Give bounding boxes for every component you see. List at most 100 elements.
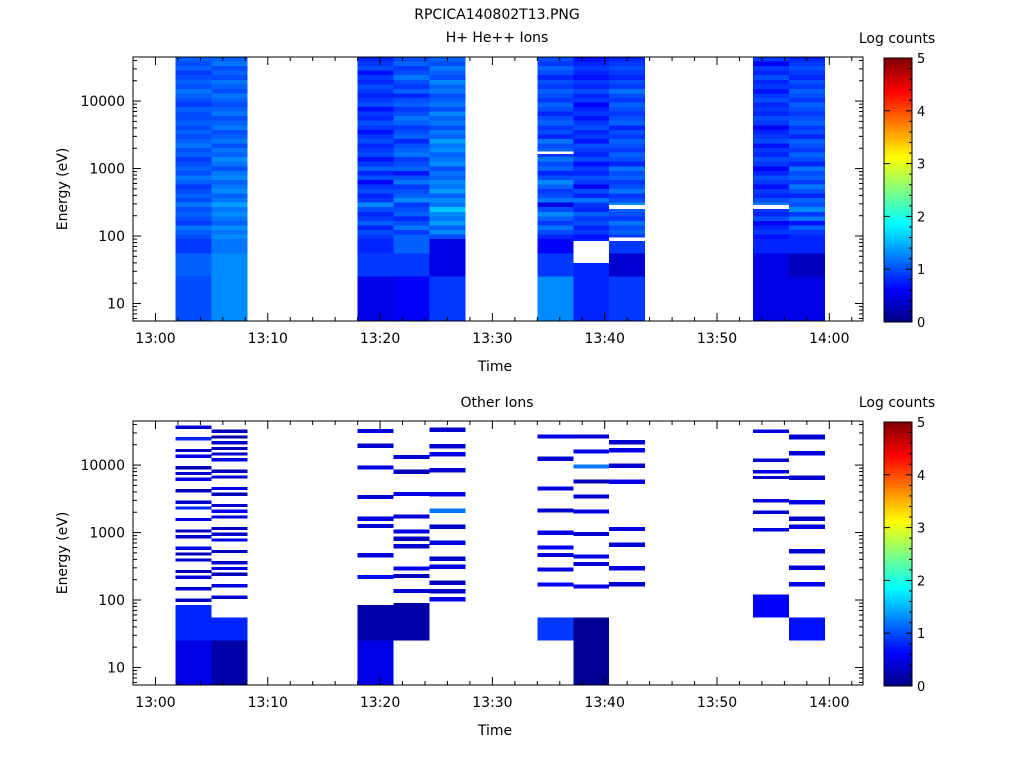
colorbar-segment bbox=[884, 300, 912, 305]
heatmap-cell bbox=[175, 84, 212, 89]
heatmap-cell bbox=[211, 189, 248, 194]
heatmap-cell bbox=[573, 189, 610, 194]
heatmap-cell bbox=[393, 225, 430, 230]
heatmap-cell bbox=[175, 107, 212, 112]
heatmap-cell bbox=[357, 175, 394, 180]
heatmap-line bbox=[211, 509, 248, 513]
heatmap-cell bbox=[211, 129, 248, 135]
colorbar-segment bbox=[884, 234, 912, 239]
heatmap-line bbox=[211, 429, 248, 433]
colorbar-segment bbox=[884, 622, 912, 626]
colorbar-segment bbox=[884, 58, 912, 62]
heatmap-cell bbox=[752, 88, 789, 94]
heatmap-line bbox=[573, 561, 610, 567]
colorbar-segment bbox=[884, 670, 912, 674]
heatmap-cell bbox=[752, 216, 789, 221]
heatmap-cell bbox=[609, 70, 646, 76]
heatmap-cell bbox=[393, 166, 430, 171]
heatmap-line bbox=[429, 451, 466, 457]
heatmap-cell bbox=[609, 138, 646, 144]
colorbar-segment bbox=[884, 240, 912, 244]
heatmap-cell bbox=[429, 166, 466, 171]
heatmap-block bbox=[393, 276, 430, 321]
heatmap-cell bbox=[393, 70, 430, 76]
colorbar-segment bbox=[884, 654, 912, 658]
heatmap-cell bbox=[357, 88, 394, 94]
heatmap-cell bbox=[537, 161, 574, 167]
colorbar-segment bbox=[884, 229, 912, 233]
heatmap-block bbox=[211, 239, 248, 254]
heatmap-cell bbox=[357, 120, 394, 126]
heatmap-cell bbox=[357, 157, 394, 162]
heatmap-block bbox=[357, 239, 394, 254]
heatmap-line bbox=[752, 510, 789, 514]
heatmap-cell bbox=[537, 193, 574, 199]
heatmap-cell bbox=[393, 207, 430, 212]
colorbar-segment bbox=[884, 116, 912, 120]
x-tick-label: 13:30 bbox=[472, 331, 512, 347]
heatmap-cell bbox=[788, 220, 825, 226]
colorbar-segment bbox=[884, 569, 912, 574]
colorbar-segment bbox=[884, 466, 912, 471]
heatmap-line bbox=[211, 469, 248, 473]
heatmap-cell bbox=[788, 75, 825, 80]
colorbar-segment bbox=[884, 87, 912, 91]
heatmap-cell bbox=[211, 66, 248, 71]
heatmap-cell bbox=[175, 148, 212, 153]
heatmap-cell bbox=[573, 134, 610, 139]
heatmap-gap bbox=[573, 240, 610, 263]
heatmap-line bbox=[788, 524, 825, 530]
heatmap-cell bbox=[609, 166, 646, 171]
heatmap-line bbox=[429, 588, 466, 594]
heatmap-cell bbox=[175, 216, 212, 221]
heatmap-cell bbox=[211, 107, 248, 112]
heatmap-line bbox=[175, 529, 212, 533]
heatmap-cell bbox=[429, 97, 466, 103]
heatmap-cell bbox=[393, 61, 430, 67]
heatmap-block bbox=[357, 276, 394, 321]
heatmap-cell bbox=[537, 234, 574, 240]
colorbar-segment bbox=[884, 538, 912, 542]
heatmap-cell bbox=[609, 175, 646, 180]
heatmap-block bbox=[175, 253, 212, 277]
heatmap-block bbox=[175, 276, 212, 321]
colorbar-frame bbox=[883, 57, 913, 323]
heatmap-cell bbox=[752, 229, 789, 235]
heatmap-cell bbox=[357, 107, 394, 112]
heatmap-line bbox=[573, 464, 610, 469]
heatmap-cell bbox=[573, 152, 610, 158]
heatmap-cell bbox=[429, 66, 466, 71]
heatmap-cell bbox=[429, 225, 466, 230]
colorbar-segment bbox=[884, 81, 912, 85]
heatmap-line bbox=[788, 565, 825, 570]
heatmap-cell bbox=[357, 138, 394, 144]
colorbar-segment bbox=[884, 530, 912, 534]
heatmap-cell bbox=[393, 161, 430, 167]
heatmap-cell bbox=[175, 61, 212, 67]
colorbar-segment bbox=[884, 488, 912, 492]
heatmap-cell bbox=[211, 161, 248, 167]
heatmap-cell bbox=[211, 157, 248, 162]
heatmap-line bbox=[211, 561, 248, 565]
heatmap-cell bbox=[788, 134, 825, 139]
heatmap-cell bbox=[609, 216, 646, 221]
colorbar-segment bbox=[884, 71, 912, 75]
heatmap-cell bbox=[788, 61, 825, 67]
colorbar-segment bbox=[884, 256, 912, 260]
heatmap-cell bbox=[573, 216, 610, 221]
y-axis-label: Energy (eV) bbox=[55, 512, 71, 595]
heatmap-cell bbox=[537, 111, 574, 117]
heatmap-cell bbox=[788, 216, 825, 221]
heatmap-cell bbox=[609, 207, 646, 212]
colorbar-segment bbox=[884, 509, 912, 513]
heatmap-cell bbox=[788, 207, 825, 212]
heatmap-line bbox=[211, 532, 248, 536]
panel-title: H+ He++ Ions bbox=[446, 30, 549, 46]
heatmap-cell bbox=[393, 120, 430, 126]
heatmap-cell bbox=[429, 61, 466, 67]
heatmap-cell bbox=[175, 234, 212, 240]
heatmap-cell bbox=[175, 229, 212, 235]
heatmap-line bbox=[609, 581, 646, 587]
heatmap-line bbox=[609, 566, 646, 571]
heatmap-cell bbox=[357, 184, 394, 190]
